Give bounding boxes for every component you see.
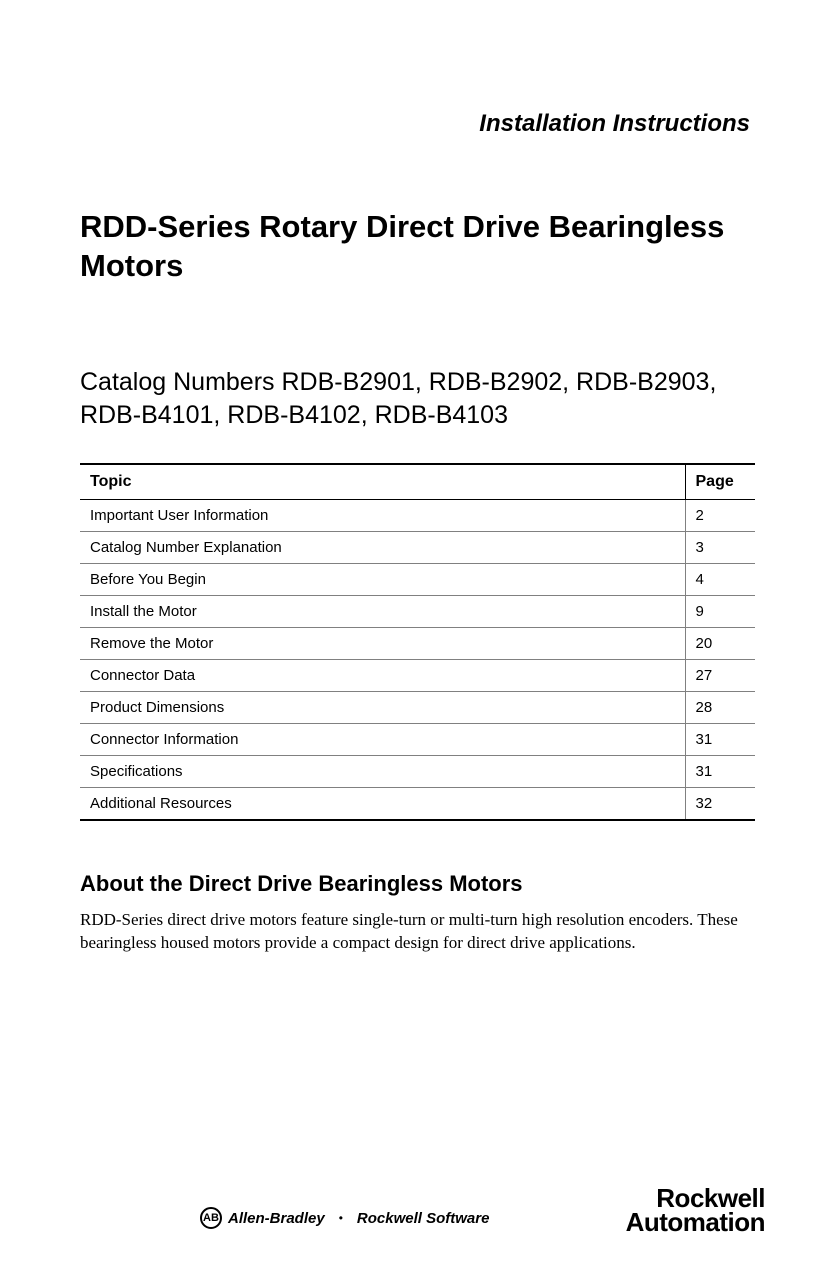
ab-circle-icon: AB	[200, 1207, 222, 1229]
separator-dot: •	[339, 1211, 343, 1225]
toc-page: 3	[685, 532, 755, 564]
toc-row: Specifications 31	[80, 756, 755, 788]
toc-topic: Additional Resources	[80, 788, 685, 821]
toc-page: 9	[685, 596, 755, 628]
footer-left-logos: AB Allen-Bradley • Rockwell Software	[200, 1207, 489, 1235]
toc-topic: Before You Begin	[80, 564, 685, 596]
page-container: Installation Instructions RDD-Series Rot…	[0, 0, 825, 955]
toc-row: Remove the Motor 20	[80, 628, 755, 660]
toc-page: 28	[685, 692, 755, 724]
toc-page: 2	[685, 500, 755, 532]
toc-page: 31	[685, 724, 755, 756]
toc-row: Product Dimensions 28	[80, 692, 755, 724]
toc-topic: Product Dimensions	[80, 692, 685, 724]
toc-row: Before You Begin 4	[80, 564, 755, 596]
allen-bradley-logo: AB Allen-Bradley	[200, 1207, 325, 1229]
footer: AB Allen-Bradley • Rockwell Software Roc…	[0, 1186, 825, 1235]
toc-page: 27	[685, 660, 755, 692]
section-body: RDD-Series direct drive motors feature s…	[80, 909, 755, 955]
toc-header-row: Topic Page	[80, 464, 755, 500]
toc-page: 32	[685, 788, 755, 821]
document-type: Installation Instructions	[80, 110, 755, 138]
rockwell-software-text: Rockwell Software	[357, 1210, 490, 1227]
toc-page: 4	[685, 564, 755, 596]
toc-row: Catalog Number Explanation 3	[80, 532, 755, 564]
toc-row: Additional Resources 32	[80, 788, 755, 821]
toc-table: Topic Page Important User Information 2 …	[80, 463, 755, 821]
rockwell-automation-logo: Rockwell Automation	[626, 1186, 765, 1235]
toc-row: Connector Information 31	[80, 724, 755, 756]
main-title: RDD-Series Rotary Direct Drive Bearingle…	[80, 208, 755, 286]
automation-text: Automation	[626, 1210, 765, 1235]
toc-page: 31	[685, 756, 755, 788]
catalog-numbers: Catalog Numbers RDB-B2901, RDB-B2902, RD…	[80, 366, 755, 434]
toc-row: Important User Information 2	[80, 500, 755, 532]
toc-header-topic: Topic	[80, 464, 685, 500]
toc-topic: Connector Data	[80, 660, 685, 692]
section-heading: About the Direct Drive Bearingless Motor…	[80, 871, 755, 897]
allen-bradley-text: Allen-Bradley	[228, 1210, 325, 1227]
toc-topic: Important User Information	[80, 500, 685, 532]
toc-topic: Remove the Motor	[80, 628, 685, 660]
toc-topic: Specifications	[80, 756, 685, 788]
toc-row: Connector Data 27	[80, 660, 755, 692]
toc-topic: Catalog Number Explanation	[80, 532, 685, 564]
toc-row: Install the Motor 9	[80, 596, 755, 628]
toc-header-page: Page	[685, 464, 755, 500]
toc-topic: Install the Motor	[80, 596, 685, 628]
toc-page: 20	[685, 628, 755, 660]
toc-topic: Connector Information	[80, 724, 685, 756]
